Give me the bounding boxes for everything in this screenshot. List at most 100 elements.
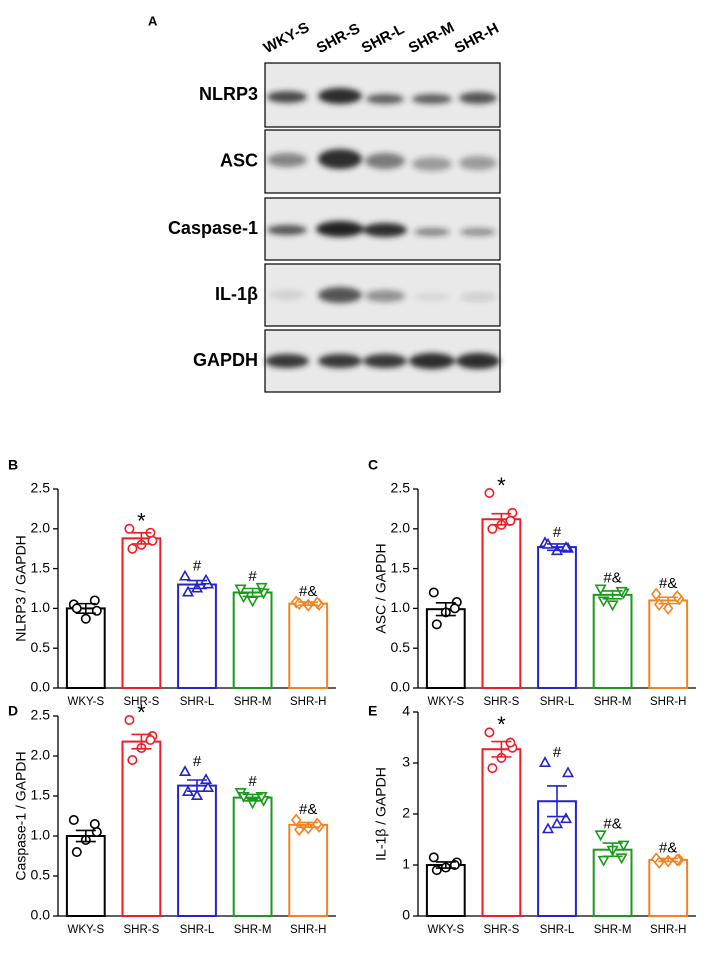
significance-label: * (137, 700, 146, 725)
bar (481, 518, 522, 689)
error-bar (187, 579, 207, 590)
y-tick-label: 2.0 (391, 520, 411, 536)
significance-label: # (248, 773, 257, 790)
data-point (615, 586, 628, 598)
bar (592, 848, 633, 918)
data-point (559, 541, 573, 552)
y-tick-label: 1.5 (391, 559, 411, 575)
y-tick-label: 2.0 (31, 520, 51, 536)
error-bar (435, 861, 456, 869)
x-tick-label: SHR-H (650, 924, 686, 936)
y-tick-label: 2.5 (391, 480, 411, 496)
y-tick-label: 1.5 (31, 787, 51, 803)
x-tick-label: SHR-L (540, 696, 575, 708)
data-point (615, 853, 628, 865)
data-point (178, 569, 192, 581)
x-tick-label: WKY-S (67, 696, 104, 708)
x-tick-label: WKY-S (427, 696, 464, 708)
data-point (606, 600, 619, 612)
data-point (650, 587, 662, 601)
error-bar (298, 601, 319, 607)
data-point (199, 573, 213, 585)
data-point (178, 765, 192, 777)
data-point (89, 595, 100, 606)
bar (232, 796, 273, 917)
row-label: ASC (220, 150, 258, 170)
data-point (541, 822, 555, 834)
data-point (68, 814, 79, 825)
panel-label: C (368, 457, 378, 473)
x-tick-label: SHR-S (124, 924, 160, 936)
data-point (201, 781, 215, 793)
data-point (199, 773, 213, 785)
significance-label: #& (299, 583, 317, 600)
panel-label: D (8, 703, 18, 719)
data-point (662, 601, 674, 615)
error-bar (491, 740, 512, 758)
significance-label: * (497, 473, 506, 498)
y-tick-label: 0.5 (31, 639, 51, 655)
y-tick-label: 1.0 (31, 827, 51, 843)
x-tick-label: SHR-L (180, 696, 215, 708)
y-tick-label: 0.5 (31, 867, 51, 883)
x-tick-label: SHR-M (234, 696, 272, 708)
y-axis-label: NLRP3 / GAPDH (13, 535, 29, 642)
bar (537, 546, 577, 689)
data-point (190, 789, 204, 801)
row-label: IL-1β (215, 284, 258, 304)
error-bar (187, 779, 207, 792)
data-point (597, 855, 610, 867)
row-label: GAPDH (193, 350, 258, 370)
significance-label: # (248, 568, 257, 585)
lane-label: SHR-S (314, 20, 363, 57)
error-bar (242, 793, 263, 802)
panel-label: E (368, 703, 377, 719)
y-tick-label: 0.0 (31, 907, 51, 923)
bar (177, 583, 217, 690)
data-point (487, 523, 498, 534)
error-bar (491, 512, 512, 526)
data-point (505, 737, 516, 748)
data-point (559, 812, 573, 824)
data-point (550, 817, 564, 829)
error-bar (435, 602, 456, 617)
data-point (181, 585, 195, 597)
x-tick-label: WKY-S (67, 924, 104, 936)
bar (288, 823, 329, 917)
data-point (538, 756, 552, 768)
data-point (431, 865, 442, 876)
data-point (127, 754, 138, 765)
bar (177, 784, 217, 917)
lane-label: SHR-H (452, 20, 502, 57)
bar (481, 748, 522, 917)
error-bar (131, 531, 152, 545)
data-point (561, 766, 575, 778)
data-point (449, 603, 460, 614)
error-bar (602, 842, 623, 858)
data-point (234, 584, 247, 596)
blot-bands (265, 88, 500, 369)
y-tick-label: 2.5 (31, 707, 51, 723)
data-point (484, 727, 495, 738)
x-tick-label: WKY-S (427, 924, 464, 936)
x-tick-label: SHR-M (234, 924, 272, 936)
error-bar (658, 857, 679, 863)
data-point (487, 763, 498, 774)
x-tick-label: SHR-L (540, 924, 575, 936)
error-bar (242, 587, 263, 598)
error-bar (75, 602, 96, 614)
significance-label: # (193, 753, 202, 770)
bar (288, 602, 329, 690)
bar (65, 835, 106, 917)
significance-label: * (137, 509, 146, 534)
bar (121, 537, 162, 689)
y-tick-label: 0.0 (391, 679, 411, 695)
x-tick-label: SHR-L (180, 924, 215, 936)
data-point (91, 826, 102, 837)
data-point (124, 714, 135, 725)
error-bar (75, 829, 96, 843)
data-point (71, 603, 82, 614)
data-point (505, 515, 516, 526)
data-point (428, 587, 439, 598)
